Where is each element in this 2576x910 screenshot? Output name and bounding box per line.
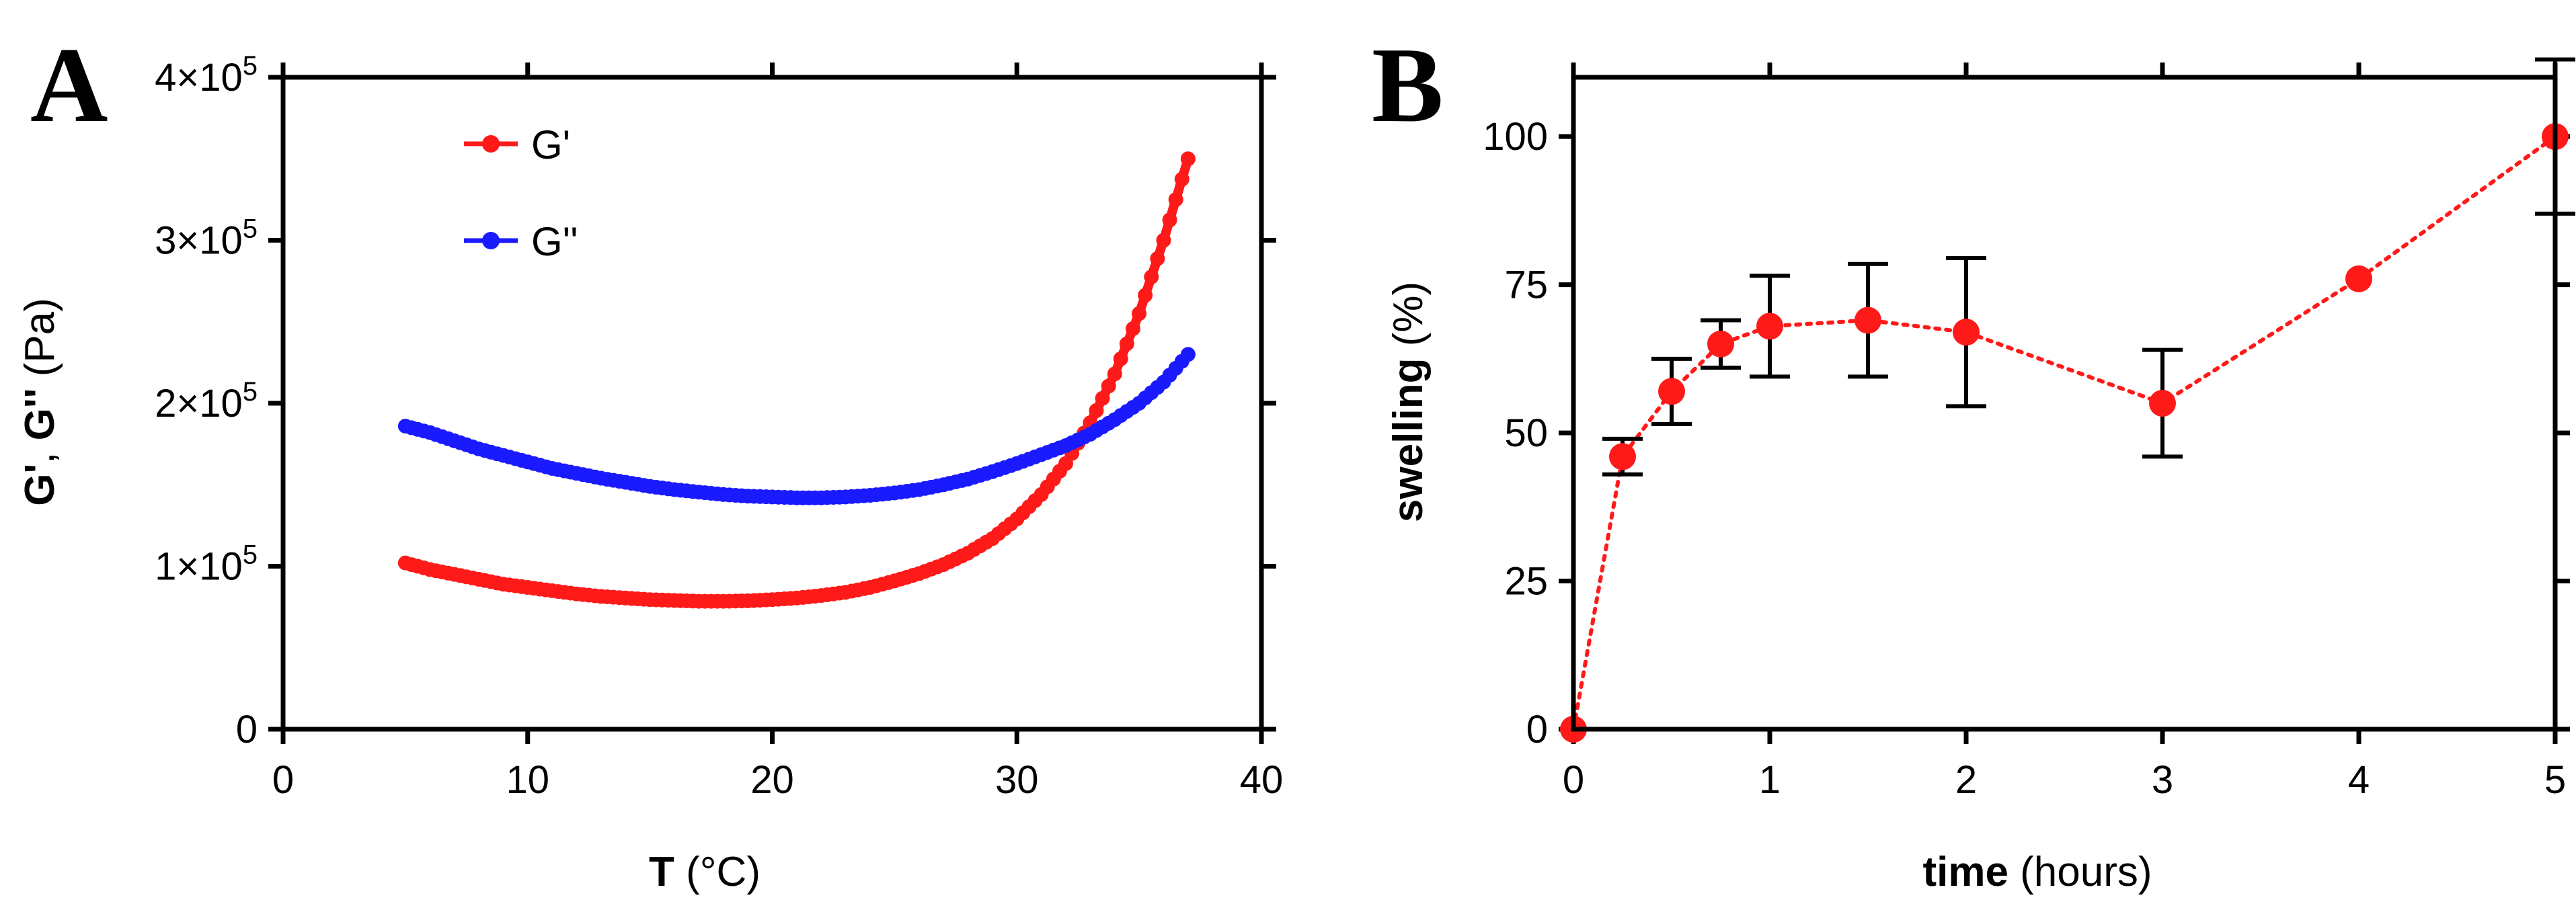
x-label-t: T — [649, 849, 674, 895]
series-gprime-point — [1180, 151, 1196, 167]
x-label-hours: (hours) — [2008, 849, 2152, 895]
panel-a-ticks — [268, 63, 1276, 744]
series-gprime-point — [1168, 192, 1183, 207]
legend-gdoubleprime-marker — [482, 232, 500, 249]
data-point — [2149, 390, 2176, 417]
panel-a-series — [397, 151, 1196, 609]
series-gprime-point — [1144, 270, 1159, 285]
panel-b-label: B — [1372, 25, 1444, 144]
series-gprime-point — [1095, 390, 1110, 406]
panel-a-frame — [280, 75, 1264, 732]
panel-a-label: A — [30, 25, 108, 144]
series-gprime-point — [1138, 288, 1153, 303]
panel-a-x-axis-label: T (°C) — [649, 849, 760, 895]
series-gprime-point — [1156, 233, 1171, 248]
data-point — [1609, 443, 1636, 470]
data-point — [1756, 313, 1783, 340]
panel-a-ytick-exponent: 5 — [243, 51, 258, 81]
series-gprime-point — [1126, 321, 1140, 337]
series-gprime-point — [1132, 306, 1147, 321]
y-label-swelling: swelling — [1385, 358, 1432, 523]
panel-a: A 0 10 20 30 40 0 1×105 2×105 3×105 4×105 G', G''… — [17, 25, 1283, 895]
legend-gdoubleprime-label: G'' — [531, 219, 578, 264]
series-gprime-point — [1113, 351, 1128, 366]
series-gprime-point — [1107, 366, 1122, 382]
panel-b-ytick-label: 100 — [1483, 115, 1548, 159]
series-gprime-point — [1089, 403, 1104, 418]
y-label-gdoubleprime: G'' — [17, 388, 63, 441]
y-label-gprime: G' — [17, 464, 63, 506]
panel-b-xtick-label: 0 — [1563, 758, 1584, 802]
panel-b-y-axis-label: swelling (%) — [1385, 282, 1432, 522]
panel-b-ytick-label: 50 — [1504, 411, 1548, 455]
panel-b-xtick-label: 4 — [2348, 758, 2370, 802]
legend-gprime-label: G' — [531, 122, 570, 167]
panel-a-ytick-label: 4×105 — [155, 51, 258, 99]
panel-b-xtick-label: 5 — [2544, 758, 2566, 802]
panel-b-series — [1560, 57, 2575, 743]
panel-a-xtick-label: 0 — [272, 758, 294, 802]
legend-gprime-marker — [482, 135, 500, 153]
panel-b-frame — [1571, 75, 2558, 732]
panel-b-ytick-label: 75 — [1504, 263, 1548, 307]
data-point — [1658, 378, 1685, 405]
panel-a-legend: G' G'' — [464, 122, 578, 264]
y-label-unit: (Pa) — [17, 298, 63, 388]
panel-a-ytick-label: 3×105 — [155, 214, 258, 263]
panel-a-ytick-label: 2×105 — [155, 377, 258, 425]
series-gdoubleprime-line — [404, 351, 1192, 503]
swelling-dotted-line — [1571, 134, 2557, 731]
y-label-comma: , — [17, 440, 63, 463]
x-label-unit: (°C) — [674, 849, 760, 895]
series-gprime-point — [1101, 378, 1116, 394]
data-point — [2345, 265, 2372, 292]
series-gprime-point — [1150, 251, 1165, 266]
data-point — [1707, 330, 1734, 358]
panel-b-xtick-label: 2 — [1955, 758, 1977, 802]
series-gdoubleprime-point — [1180, 347, 1196, 362]
panel-b-xtick-label: 3 — [2152, 758, 2173, 802]
panel-b-x-axis-label: time (hours) — [1922, 849, 2152, 895]
x-label-time: time — [1922, 849, 2008, 895]
panel-a-ytick-exponent: 5 — [243, 540, 258, 570]
panel-a-xtick-label: 10 — [506, 758, 549, 802]
panel-a-xtick-label: 20 — [750, 758, 794, 802]
y-label-percent: (%) — [1385, 282, 1432, 358]
panel-a-ytick-exponent: 5 — [243, 377, 258, 407]
series-gprime-point — [1162, 212, 1177, 228]
panel-a-xtick-label: 40 — [1240, 758, 1284, 802]
series-gprime-point — [1119, 336, 1134, 351]
panel-a-ytick-label: 1×105 — [155, 540, 258, 589]
series-gprime-line — [404, 157, 1193, 606]
panel-a-y-axis-label: G', G'' (Pa) — [17, 298, 63, 506]
series-gprime-point — [1174, 171, 1189, 187]
panel-a-ytick-label: 0 — [236, 708, 258, 751]
panel-b-ytick-label: 0 — [1526, 708, 1548, 751]
data-point — [1953, 319, 1980, 346]
panel-b-xtick-label: 1 — [1759, 758, 1781, 802]
panel-a-ytick-exponent: 5 — [243, 214, 258, 244]
panel-b-ticks — [1559, 63, 2570, 744]
panel-a-tick-labels: 0 10 20 30 40 0 1×105 2×105 3×105 4×105 — [155, 51, 1283, 802]
data-point — [1855, 306, 1881, 334]
panel-a-xtick-label: 30 — [995, 758, 1039, 802]
panel-b-ytick-label: 25 — [1504, 560, 1548, 604]
